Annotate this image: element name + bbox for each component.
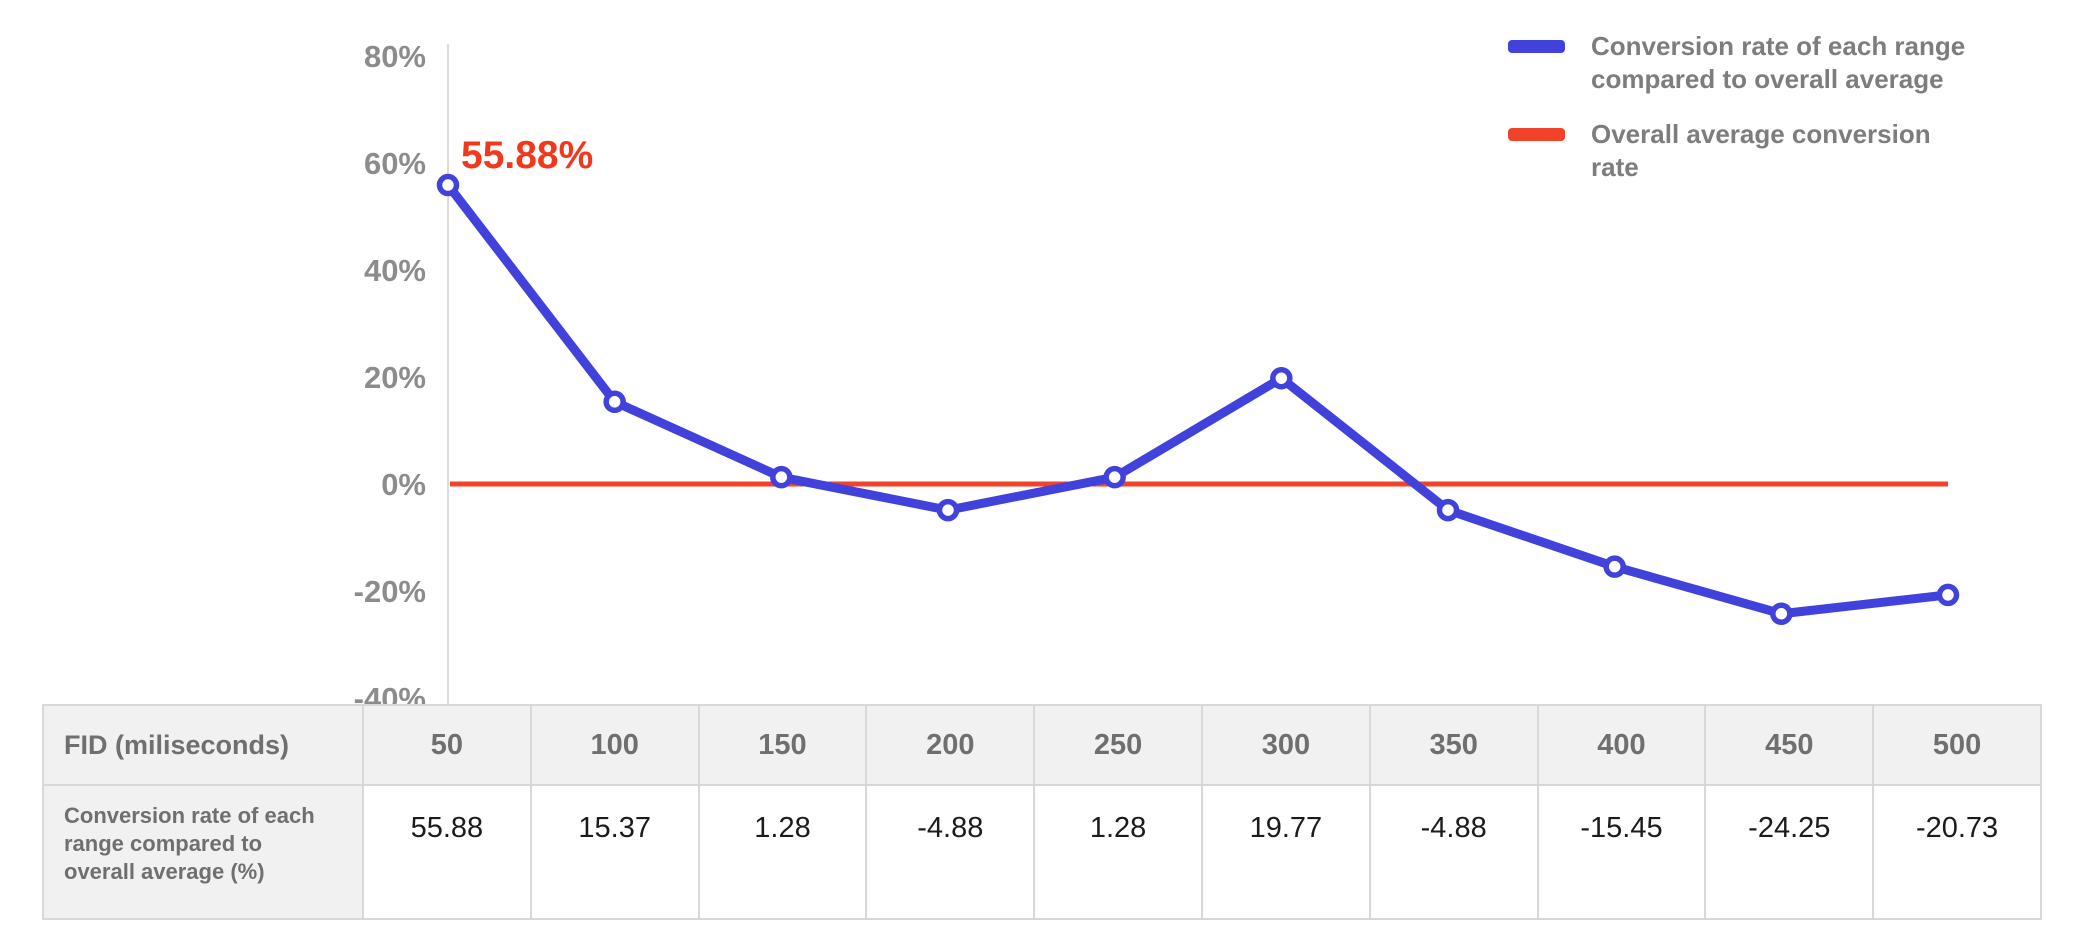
data-point-marker — [936, 498, 960, 522]
fid-column-header: 150 — [697, 704, 868, 786]
fid-column-header: 300 — [1200, 704, 1371, 786]
table-value-row: Conversion rate of each range compared t… — [42, 784, 2042, 920]
y-tick-label: 60% — [364, 146, 426, 181]
y-tick-label: 80% — [364, 39, 426, 74]
conversion-value-cell: -20.73 — [1872, 784, 2042, 920]
y-tick-label: 40% — [364, 253, 426, 288]
table-header-row: FID (miliseconds) 50 100 150 200 250 300 350 40… — [42, 704, 2042, 786]
conversion-value-cell: 55.88 — [362, 784, 532, 920]
data-point-marker — [770, 465, 793, 489]
data-point-marker — [1770, 602, 1793, 625]
fid-column-header: 250 — [1033, 704, 1203, 786]
fid-column-header: 50 — [362, 704, 532, 786]
y-tick-label: 0% — [381, 467, 426, 502]
chart-data-table: FID (miliseconds) 50 100 150 200 250 300 350 40… — [42, 704, 2042, 920]
data-point-marker — [1603, 555, 1626, 578]
conversion-value-cell: 1.28 — [1033, 784, 1203, 920]
data-point-marker — [1436, 498, 1460, 522]
y-tick-label: -20% — [354, 574, 426, 609]
table-value-row-label: Conversion rate of each range compared t… — [42, 784, 364, 920]
fid-column-header: 350 — [1368, 704, 1539, 786]
legend-item-average: Overall average conversion rate — [1508, 118, 1983, 184]
fid-column-header: 450 — [1704, 704, 1875, 786]
conversion-value-cell: -4.88 — [865, 784, 1036, 920]
fid-column-header: 100 — [529, 704, 700, 786]
data-point-marker — [1270, 366, 1293, 390]
average-series-swatch-icon — [1508, 128, 1565, 141]
fid-column-header: 500 — [1872, 704, 2042, 786]
max-value-annotation: 55.88% — [461, 134, 593, 177]
data-point-marker — [1936, 583, 1960, 607]
legend-label-conversion: Conversion rate of each range compared t… — [1591, 31, 1966, 94]
y-tick-label: 20% — [364, 360, 426, 395]
fid-column-header: 200 — [865, 704, 1036, 786]
conversion-value-cell: 19.77 — [1200, 784, 1371, 920]
data-point-marker — [603, 390, 626, 414]
legend-label-average: Overall average conversion rate — [1591, 119, 1931, 182]
fid-column-header: 400 — [1536, 704, 1707, 786]
conversion-value-cell: -15.45 — [1536, 784, 1707, 920]
conversion-line — [443, 180, 1953, 619]
legend-item-conversion: Conversion rate of each range compared t… — [1508, 30, 1983, 96]
conversion-line-chart: 80% 60% 40% 20% 0% -20% -40% 55.88% — [354, 39, 1960, 704]
conversion-value-cell: 15.37 — [529, 784, 700, 920]
conversion-series-swatch-icon — [1508, 40, 1565, 53]
conversion-value-cell: 1.28 — [697, 784, 868, 920]
conversion-value-cell: -24.25 — [1704, 784, 1875, 920]
conversion-value-cell: -4.88 — [1368, 784, 1539, 920]
table-header-label: FID (miliseconds) — [42, 704, 364, 786]
data-point-marker — [1103, 465, 1126, 489]
chart-legend: Conversion rate of each range compared t… — [1508, 30, 1983, 184]
data-point-marker — [436, 173, 460, 197]
y-tick-label: -40% — [354, 681, 426, 704]
